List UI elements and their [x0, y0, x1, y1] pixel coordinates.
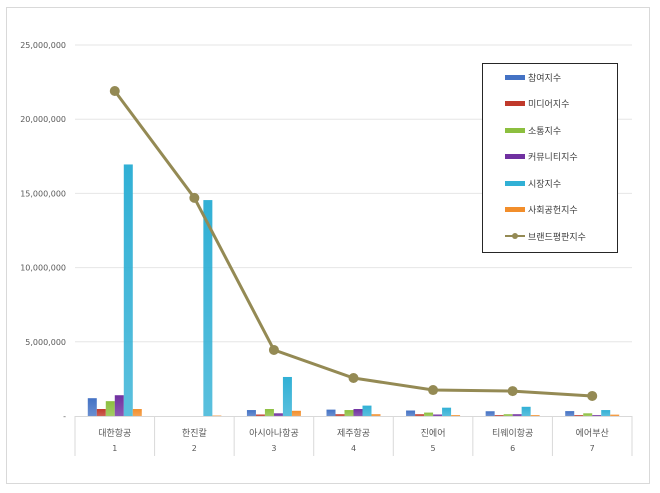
bar — [601, 410, 611, 416]
y-tick-label: 5,000,000 — [25, 338, 66, 347]
category-label: 제주항공 — [337, 428, 370, 439]
category-rank: 6 — [510, 444, 515, 453]
bar — [203, 200, 213, 416]
bar — [424, 412, 434, 416]
bar — [565, 411, 575, 416]
category-rank: 7 — [590, 444, 595, 453]
y-tick-label: 25,000,000 — [20, 41, 66, 50]
bar — [132, 409, 142, 416]
category-label: 진에어 — [421, 428, 446, 439]
bar — [96, 409, 106, 416]
bar — [592, 415, 602, 416]
legend-item: 소통지수 — [505, 123, 561, 137]
legend-label: 시장지수 — [528, 179, 562, 190]
bar — [273, 413, 283, 416]
bar — [291, 410, 301, 416]
bar — [326, 409, 336, 416]
category-rank: 5 — [431, 444, 436, 453]
legend-swatch — [505, 207, 525, 212]
bar — [503, 414, 513, 416]
line-marker — [428, 385, 439, 396]
line-marker — [348, 373, 359, 384]
bar — [212, 415, 222, 417]
legend-item: 사회공헌지수 — [505, 203, 578, 217]
line-marker — [507, 386, 518, 397]
category-rank: 2 — [192, 444, 197, 453]
legend-swatch — [505, 74, 525, 80]
bar — [494, 415, 504, 416]
category-label: 티웨이항공 — [492, 427, 533, 439]
bar — [583, 413, 593, 416]
bar — [371, 414, 381, 416]
y-tick-label: 15,000,000 — [20, 189, 66, 198]
bar — [512, 414, 522, 416]
bar — [255, 414, 265, 416]
bar — [406, 410, 416, 416]
category-rank: 3 — [271, 444, 276, 453]
legend-label: 소통지수 — [528, 126, 562, 137]
category-label: 아시아나항공 — [249, 428, 299, 439]
legend-swatch — [505, 154, 525, 159]
y-tick-label: 10,000,000 — [20, 264, 66, 273]
bar — [264, 409, 274, 416]
legend-swatch — [505, 101, 525, 106]
category-label: 한진칼 — [182, 428, 207, 439]
legend-swatch — [505, 180, 525, 186]
line-marker — [109, 86, 120, 97]
legend-swatch — [505, 232, 525, 240]
legend-label: 브랜드평판지수 — [528, 232, 586, 243]
category-rank: 4 — [351, 444, 356, 453]
bar — [87, 398, 97, 416]
legend-item: 미디어지수 — [505, 97, 569, 111]
legend-item: 브랜드평판지수 — [505, 229, 586, 243]
y-tick-label: - — [63, 412, 66, 421]
bar — [485, 411, 495, 416]
bar — [353, 409, 363, 416]
bar — [114, 395, 124, 416]
bar — [282, 376, 292, 416]
bar — [335, 414, 345, 416]
category-label: 대한항공 — [98, 428, 131, 439]
category-rank: 1 — [112, 444, 117, 453]
line-marker — [587, 390, 598, 401]
bar — [105, 401, 115, 416]
legend-label: 미디어지수 — [528, 100, 570, 110]
legend-item: 커뮤니티지수 — [505, 150, 578, 164]
y-tick-label: 20,000,000 — [20, 115, 66, 124]
bar — [610, 414, 620, 416]
bar — [344, 410, 354, 416]
bar — [530, 415, 540, 416]
category-label: 에어부산 — [576, 428, 609, 439]
bar — [574, 415, 584, 416]
bar — [246, 410, 256, 416]
legend-label: 사회공헌지수 — [528, 206, 578, 216]
legend-swatch — [505, 127, 525, 133]
line-marker — [268, 344, 279, 355]
bar — [433, 414, 443, 416]
bar — [123, 164, 133, 416]
bar — [442, 407, 452, 416]
line-marker — [189, 192, 200, 203]
bar — [362, 405, 372, 416]
legend-label: 커뮤니티지수 — [528, 153, 578, 163]
legend-label: 참여지수 — [528, 73, 562, 84]
legend-item: 시장지수 — [505, 176, 561, 190]
bar — [521, 406, 531, 416]
legend-item: 참여지수 — [505, 70, 561, 84]
bar — [451, 415, 461, 416]
bar — [415, 414, 425, 416]
